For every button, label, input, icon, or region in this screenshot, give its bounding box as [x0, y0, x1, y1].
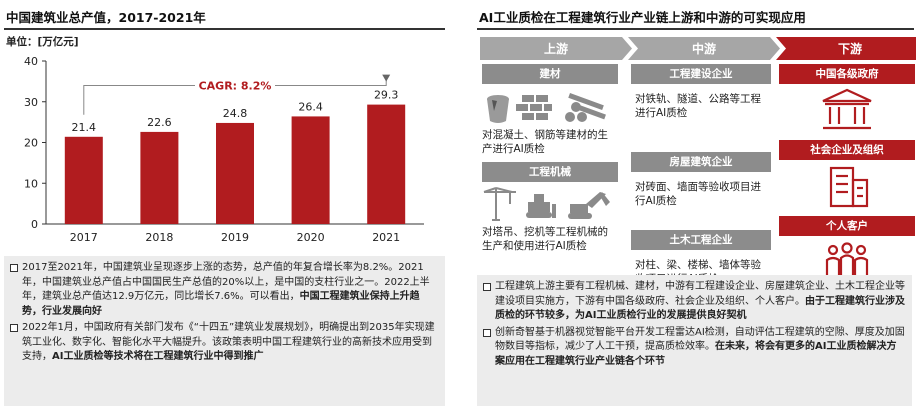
right-note-1-bold: 由于工程建筑行业涉及质检的环节较多，为AI工业质检行业的发展提供良好契机 [495, 295, 905, 322]
downstream-column: 中国各级政府 社会企业及组织 个人客户 [779, 64, 915, 284]
checkbox-icon [10, 324, 18, 332]
right-title-rule [477, 28, 914, 30]
left-notes-box: 2017至2021年，中国建筑业呈现逐步上涨的态势，总产值的年复合增长率为8.2… [4, 256, 445, 406]
value-label-2018: 22.6 [147, 116, 172, 129]
unit-label: 单位：[万亿元] [6, 35, 79, 48]
stage-upstream-shape [480, 37, 632, 60]
left-note-1-text: 2017至2021年，中国建筑业呈现逐步上涨的态势，总产值的年复合增长率为8.2… [22, 262, 430, 302]
bar-2020 [291, 116, 330, 224]
stage-midstream-shape [628, 37, 780, 60]
right-title: AI工业质检在工程建筑行业产业链上游和中游的可实现应用 [479, 10, 806, 25]
upstream-building-materials-text: 对混凝土、钢筋等建材的生产进行AI质检 [482, 129, 608, 155]
bar-2019 [216, 122, 254, 224]
tower-crane-icon [483, 187, 516, 221]
building-materials-icons [487, 93, 606, 123]
y-tick-label: 0 [31, 218, 38, 231]
bar-chart: 单位：[万亿元] 0 10 20 30 40 21.4 2017 22.6 2018 24.8 20… [6, 35, 424, 244]
midstream-cat-housing: 房屋建筑企业 [631, 152, 771, 172]
x-tick-label-2020: 2020 [297, 231, 325, 244]
right-note-1: 工程建筑上游主要有工程机械、建材，中游有工程建设企业、房屋建筑企业、土木工程企业… [483, 280, 906, 324]
steel-pipes-icon [565, 93, 606, 122]
stage-midstream-label: 中游 [692, 41, 716, 56]
left-panel: 中国建筑业总产值，2017-2021年 单位：[万亿元] 0 10 20 30 40 21… [0, 0, 451, 412]
x-tick-label-2021: 2021 [372, 231, 400, 244]
excavator-icon [568, 192, 610, 219]
cagr-label-bg [195, 77, 275, 94]
midstream-housing-text: 对砖面、墙面等验收项目进行AI质检 [635, 181, 761, 207]
stage-chevrons: 上游 中游 下游 [480, 37, 916, 60]
left-note-2-text: 2022年1月，中国政府有关部门发布《“十四五”建筑业发展规划》，明确提出到20… [22, 322, 435, 362]
checkbox-icon [483, 328, 491, 337]
right-note-1-text: 工程建筑上游主要有工程机械、建材，中游有工程建设企业、房屋建筑企业、土木工程企业… [495, 281, 905, 307]
x-tick-label-2018: 2018 [145, 231, 173, 244]
left-title: 中国建筑业总产值，2017-2021年 [6, 10, 206, 25]
downstream-individuals: 个人客户 [779, 216, 915, 236]
upstream-machinery-text: 对塔吊、挖机等工程机械的生产和使用进行AI质检 [482, 226, 608, 252]
left-title-rule [4, 28, 445, 30]
x-tick-label-2019: 2019 [221, 231, 249, 244]
people-group-icon [825, 242, 869, 278]
stage-downstream-label: 下游 [838, 41, 862, 56]
right-note-2: 创新奇智基于机器视觉智能平台开发工程雷达AI检测，自动评估工程建筑的空隙、厚度及… [483, 326, 906, 370]
upstream-column: 建材 对混凝土、钢筋等建材的生产进行AI质检 工程机械 [482, 64, 618, 253]
y-tick-label: 30 [24, 96, 38, 109]
paint-bucket-icon [487, 95, 509, 123]
left-note-1-bold: 中国工程建筑业保持上升趋势，行业发展向好 [22, 291, 420, 317]
right-note-2-text: 创新奇智基于机器视觉智能平台开发工程雷达AI检测，自动评估工程建筑的空隙、厚度及… [495, 326, 905, 353]
upstream-cat-machinery: 工程机械 [482, 162, 618, 182]
right-panel: AI工业质检在工程建筑行业产业链上游和中游的可实现应用 上游 中游 下游 建材 [473, 0, 918, 412]
bar-2021 [367, 104, 406, 224]
midstream-cat-civil: 土木工程企业 [631, 230, 771, 250]
government-building-icon [822, 88, 872, 130]
y-tick-label: 10 [24, 177, 38, 190]
checkbox-icon [483, 283, 491, 291]
midstream-column: 工程建设企业 对铁轨、隧道、公路等工程进行AI质检 房屋建筑企业 对砖面、墙面等… [631, 64, 771, 286]
value-label-2017: 21.4 [72, 121, 97, 134]
cagr-annotation: CAGR: 8.2% [199, 79, 272, 92]
stage-downstream-shape [776, 37, 916, 60]
cagr-arrow-icon [382, 74, 391, 82]
left-note-1: 2017至2021年，中国建筑业呈现逐步上涨的态势，总产值的年复合增长率为8.2… [10, 261, 439, 319]
downstream-enterprises: 社会企业及组织 [779, 140, 915, 160]
downstream-government: 中国各级政府 [779, 64, 915, 84]
office-building-icon [829, 166, 869, 208]
brick-wall-icon [516, 95, 552, 120]
value-label-2019: 24.8 [223, 107, 248, 120]
right-note-2-bold: 在未来，将会有更多的AI工业质检解决方案应用在工程建筑行业产业链各个环节 [495, 341, 897, 367]
y-tick-label: 20 [24, 137, 38, 150]
left-note-2: 2022年1月，中国政府有关部门发布《“十四五”建筑业发展规划》，明确提出到20… [10, 321, 439, 365]
bar-2018 [140, 131, 179, 224]
y-tick-label: 40 [24, 55, 38, 68]
x-tick-label-2017: 2017 [70, 231, 98, 244]
machinery-icons [483, 187, 610, 221]
value-label-2021: 29.3 [374, 89, 399, 102]
right-notes-box: 工程建筑上游主要有工程机械、建材，中游有工程建设企业、房屋建筑企业、土木工程企业… [477, 275, 912, 406]
value-label-2020: 26.4 [298, 100, 323, 113]
bar-2017 [64, 136, 103, 224]
checkbox-icon [10, 264, 18, 272]
stage-upstream-label: 上游 [544, 41, 568, 56]
upstream-cat-building-materials: 建材 [482, 64, 618, 84]
midstream-cat-construction: 工程建设企业 [631, 64, 771, 84]
midstream-construction-text: 对铁轨、隧道、公路等工程进行AI质检 [635, 93, 761, 119]
bulldozer-icon [526, 194, 556, 218]
left-note-2-bold: AI工业质检等技术将在工程建筑行业中得到推广 [52, 351, 264, 362]
